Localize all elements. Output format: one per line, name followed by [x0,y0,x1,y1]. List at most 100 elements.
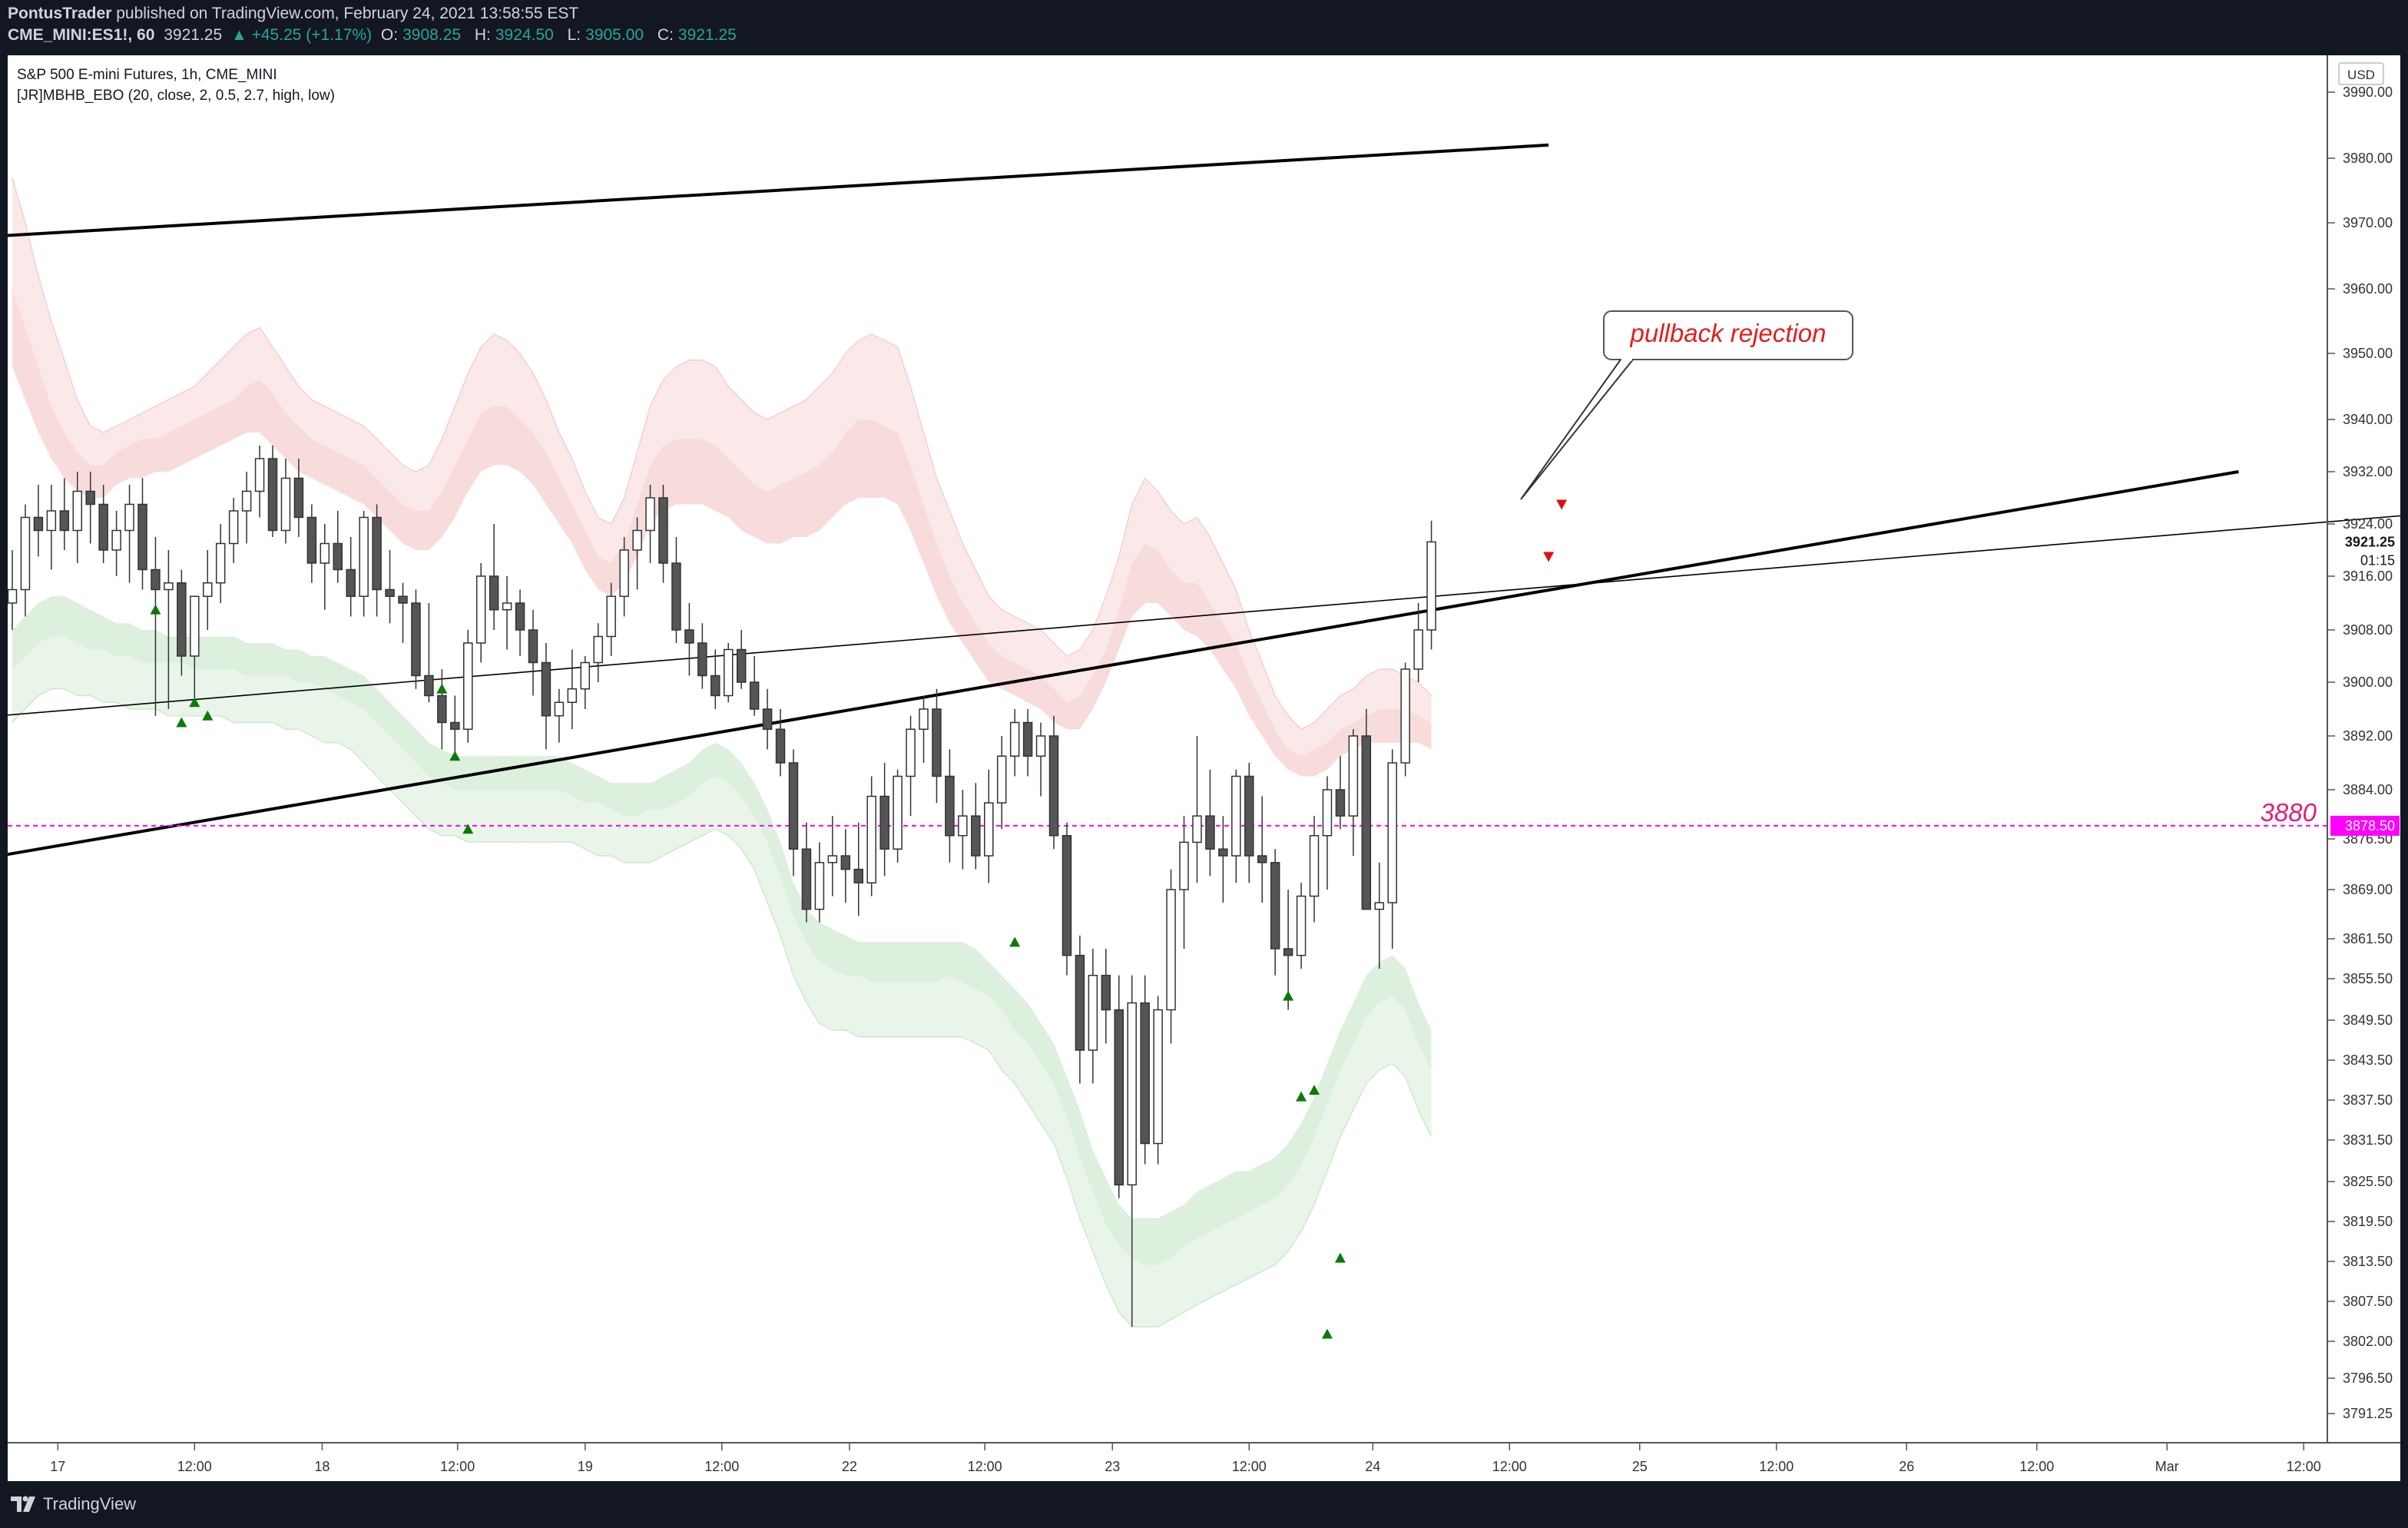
candle[interactable] [1035,722,1046,797]
candle[interactable] [346,537,356,617]
candle[interactable] [906,715,916,817]
candle[interactable] [72,472,82,563]
candle[interactable] [1048,715,1059,850]
candle[interactable] [645,485,655,563]
candle[interactable] [385,550,395,624]
candle[interactable] [1022,709,1033,777]
candle[interactable] [827,816,838,897]
candle[interactable] [554,688,565,743]
candle[interactable] [437,669,447,750]
candle[interactable] [1348,729,1359,856]
candle[interactable] [228,498,239,563]
candle[interactable] [684,603,694,676]
candle[interactable] [606,582,616,656]
candle[interactable] [932,688,942,804]
chart-pane[interactable]: pullback rejection 3880 3990.00 3980.00 39… [8,55,2400,1481]
candle[interactable] [724,643,734,703]
candle[interactable] [1231,769,1241,883]
candle[interactable] [1153,996,1163,1165]
candle[interactable] [801,822,812,923]
candle[interactable] [671,537,681,643]
candle[interactable] [1400,662,1410,777]
candle[interactable] [177,569,187,676]
legend-title[interactable]: S&P 500 E-mini Futures, 1h, CME_MINI [17,67,277,83]
candle[interactable] [137,478,147,590]
candle[interactable] [1244,763,1254,883]
candle[interactable] [450,695,460,757]
candle[interactable] [1140,975,1150,1165]
candle[interactable] [1009,709,1020,777]
candle[interactable] [489,524,499,630]
candle[interactable] [971,783,981,870]
candle[interactable] [528,609,538,696]
candle[interactable] [254,446,265,518]
candle[interactable] [293,459,304,537]
candle[interactable] [984,769,994,883]
tradingview-brand[interactable]: TradingView [43,1494,137,1513]
candle[interactable] [424,603,434,703]
candle[interactable] [697,623,707,689]
candle[interactable] [853,822,863,916]
candle[interactable] [151,537,161,716]
candle[interactable] [1088,949,1098,1084]
candle[interactable] [59,478,70,551]
candle[interactable] [1257,796,1267,903]
candle[interactable] [958,790,968,870]
hline-price-tag[interactable]: 3878.50 [2330,815,2400,836]
candle[interactable] [359,511,369,617]
legend-indicator[interactable]: [JR]MBHB_EBO (20, close, 2, 0.5, 2.7, hi… [17,88,335,104]
candle[interactable] [567,649,578,730]
candle[interactable] [893,769,903,863]
currency-badge[interactable]: USD [2338,62,2384,85]
candle[interactable] [945,749,955,863]
candle[interactable] [1361,709,1372,910]
candle[interactable] [502,576,512,650]
candle[interactable] [866,776,876,897]
candle[interactable] [814,842,825,923]
candle[interactable] [1335,756,1346,830]
candle[interactable] [20,504,31,617]
candle[interactable] [267,446,278,537]
candle[interactable] [372,504,382,617]
candle[interactable] [541,643,551,750]
candle[interactable] [1101,949,1111,1044]
candle[interactable] [619,537,629,617]
candle[interactable] [1413,603,1423,682]
candle[interactable] [919,695,929,764]
candle[interactable] [749,656,760,716]
candle[interactable] [463,630,473,743]
candle[interactable] [1205,769,1215,877]
trendline-2[interactable] [8,470,2239,857]
tradingview-logo-icon[interactable] [9,1493,37,1515]
candle[interactable] [1309,816,1320,923]
candle[interactable] [879,763,889,877]
candle[interactable] [1387,749,1397,950]
candle[interactable] [1075,935,1085,1084]
candle[interactable] [33,485,44,557]
candle[interactable] [1296,883,1307,969]
candle[interactable] [580,656,591,709]
candle[interactable] [8,550,18,630]
candle[interactable] [1283,890,1293,1010]
trendline-3[interactable] [8,511,2400,716]
candle[interactable] [215,524,226,603]
candle[interactable] [736,630,747,689]
candle[interactable] [241,472,252,544]
candle[interactable] [1374,862,1384,969]
candle[interactable] [320,524,330,610]
candle[interactable] [632,517,642,590]
candle[interactable] [280,459,291,544]
candle[interactable] [1426,520,1436,650]
candle[interactable] [1062,822,1072,976]
candle[interactable] [762,688,773,750]
candle[interactable] [710,649,720,710]
candle[interactable] [775,709,786,777]
candle[interactable] [658,485,668,583]
trendline-1[interactable] [8,143,1549,237]
candle[interactable] [1218,816,1228,903]
candle[interactable] [111,511,121,576]
annotation-callout[interactable]: pullback rejection [1520,310,1853,500]
candle[interactable] [398,582,408,643]
candle[interactable] [996,736,1007,830]
candle[interactable] [98,485,108,563]
